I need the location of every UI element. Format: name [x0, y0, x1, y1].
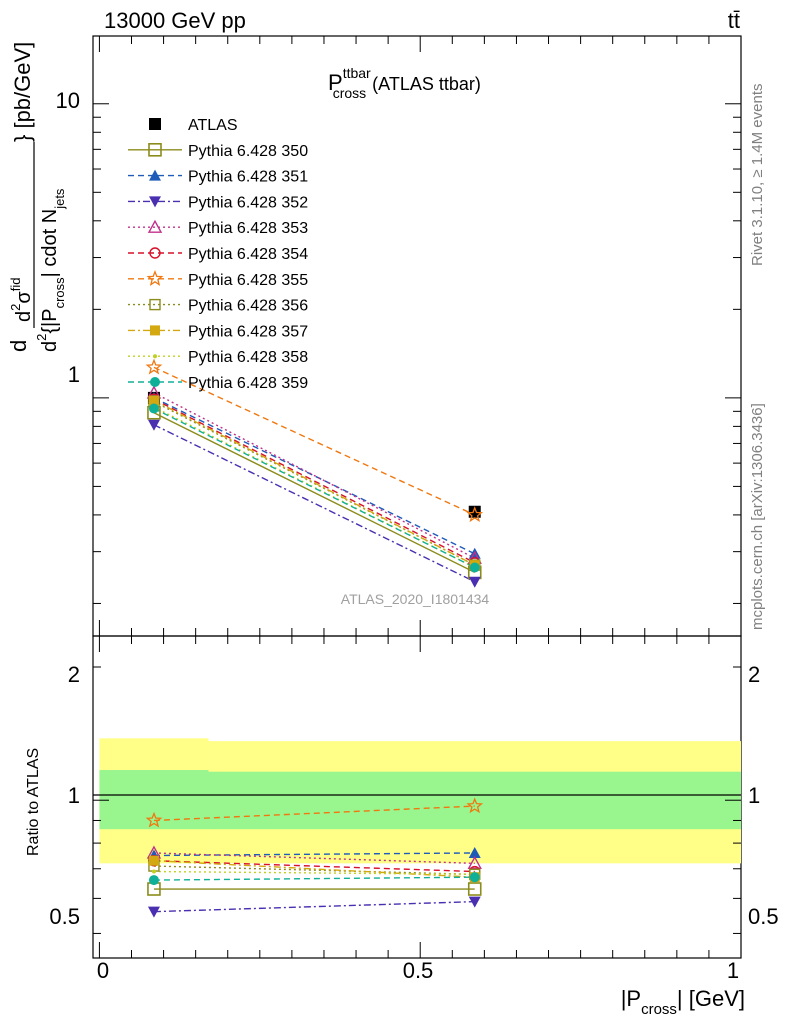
ratio-axis-ticks — [93, 636, 742, 958]
svg-text:} [pb/GeV]: } [pb/GeV] — [10, 42, 35, 142]
ratio-line-series-8 — [153, 870, 475, 876]
ratio-y-tick-0.5-left: 0.5 — [49, 904, 80, 929]
legend-marker-7 — [149, 298, 161, 311]
main-y-tick-labels: 1 10 — [56, 88, 80, 387]
main-axis-ticks — [93, 36, 742, 636]
ratio-uncertainty-bands — [99, 738, 741, 864]
ratio-y-tick-1-right: 1 — [748, 783, 760, 808]
legend-label-10: Pythia 6.428 359 — [188, 375, 308, 392]
main-point-series-6-x0 — [145, 358, 163, 375]
process-label: tt̄ — [728, 8, 740, 33]
legend-marker-8 — [150, 325, 160, 336]
ratio-y-axis-title: Ratio to ATLAS — [25, 748, 42, 856]
legend-marker-0 — [149, 118, 161, 130]
legend-label-4: Pythia 6.428 353 — [188, 220, 308, 237]
legend-marker-10 — [150, 377, 160, 387]
main-line-series-3 — [153, 424, 476, 583]
ratio-y-tick-2-left: 2 — [68, 662, 80, 687]
x-tick-0.5: 0.5 — [403, 958, 434, 983]
ratio-line-series-9 — [153, 876, 475, 881]
svg-text:d2σfid: d2σfid — [8, 278, 35, 322]
svg-text:d2{|Pcross| cdot Njets: d2{|Pcross| cdot Njets — [34, 188, 67, 352]
legend-label-0: ATLAS — [188, 117, 238, 134]
legend-label-2: Pythia 6.428 351 — [188, 169, 308, 186]
main-line-series-8 — [153, 399, 476, 566]
ratio-point-series-7-x0 — [148, 855, 159, 866]
ratio-line-series-1 — [153, 852, 475, 857]
ratio-line-series-7 — [153, 859, 475, 878]
ratio-line-series-6 — [153, 865, 475, 876]
x-axis-title: |Pcross| [GeV] — [621, 986, 745, 1018]
svg-text:d: d — [6, 340, 31, 352]
ratio-series-markers — [145, 797, 484, 918]
main-point-series-10-x1 — [469, 562, 480, 573]
ratio-point-series-0-x1 — [467, 882, 482, 896]
legend-label-8: Pythia 6.428 357 — [188, 323, 308, 340]
main-line-series-1 — [153, 412, 476, 574]
ratio-series-lines — [153, 805, 475, 913]
ratio-y-tick-1-left: 1 — [68, 783, 80, 808]
main-y-axis-title: d d2σfid d2{|Pcross| cdot Njets } [pb/Ge… — [6, 42, 67, 352]
x-tick-labels: 0 0.5 1 — [97, 958, 739, 983]
ratio-point-series-5-x0 — [145, 811, 163, 828]
plot-title: Pttbar cross (ATLAS ttbar) — [328, 65, 481, 101]
ratio-line-series-3 — [153, 852, 475, 865]
legend-label-6: Pythia 6.428 355 — [188, 272, 308, 289]
main-series-lines — [153, 366, 476, 583]
main-y-tick-1: 1 — [68, 362, 80, 387]
ratio-point-series-3-x1 — [467, 855, 482, 870]
band-inner-0 — [99, 770, 209, 830]
legend-marker-4 — [147, 219, 163, 233]
main-line-series-6 — [153, 366, 476, 516]
main-point-series-3-x1 — [468, 576, 481, 588]
main-point-series-6-x1 — [466, 506, 484, 523]
ratio-y-tick-2-right: 2 — [748, 662, 760, 687]
main-point-series-8-x0 — [148, 395, 159, 406]
legend-marker-9 — [153, 354, 157, 359]
x-tick-0: 0 — [97, 958, 109, 983]
legend-label-5: Pythia 6.428 354 — [188, 246, 308, 263]
ratio-point-series-2-x1 — [468, 896, 481, 908]
analysis-watermark: ATLAS_2020_I1801434 — [341, 591, 490, 607]
ratio-line-series-4 — [153, 859, 475, 873]
main-point-series-10-x0 — [148, 403, 159, 414]
legend-marker-3 — [149, 196, 161, 208]
ratio-point-series-5-x1 — [466, 797, 484, 814]
legend-label-7: Pythia 6.428 356 — [188, 298, 308, 315]
main-series-markers — [145, 358, 484, 588]
mcplots-label: mcplots.cern.ch [arXiv:1306.3436] — [749, 403, 766, 630]
legend-label-9: Pythia 6.428 358 — [188, 349, 308, 366]
legend-marker-2 — [149, 169, 161, 181]
ratio-point-series-2-x0 — [147, 906, 160, 918]
legend-marker-1 — [148, 143, 162, 157]
energy-label: 13000 GeV pp — [104, 8, 246, 33]
ratio-line-series-5 — [153, 805, 475, 822]
main-point-series-3-x0 — [147, 419, 160, 431]
main-line-series-10 — [153, 407, 476, 569]
main-y-tick-10: 10 — [56, 88, 80, 113]
x-tick-1: 1 — [727, 958, 739, 983]
legend-marker-5 — [149, 247, 161, 259]
legend-label-3: Pythia 6.428 352 — [188, 194, 308, 211]
ratio-point-series-9-x0 — [148, 875, 159, 886]
main-line-series-4 — [153, 392, 476, 559]
ratio-point-series-1-x1 — [468, 846, 481, 858]
legend: ATLAS Pythia 6.428 350 Pythia 6.428 351 Pyt… — [128, 117, 308, 392]
main-point-series-0-x1 — [468, 505, 481, 518]
main-line-series-5 — [153, 398, 476, 564]
ratio-y-tick-0.5-right: 0.5 — [748, 904, 779, 929]
rivet-label: Rivet 3.1.10, ≥ 1.4M events — [749, 84, 766, 267]
ratio-line-series-2 — [153, 900, 475, 913]
ratio-y-tick-labels: 0.5 1 2 0.5 1 2 — [49, 662, 778, 929]
legend-marker-6 — [146, 270, 164, 286]
ratio-point-series-8-x0 — [151, 869, 156, 874]
legend-label-1: Pythia 6.428 350 — [188, 143, 308, 160]
ratio-point-series-9-x1 — [469, 872, 480, 883]
